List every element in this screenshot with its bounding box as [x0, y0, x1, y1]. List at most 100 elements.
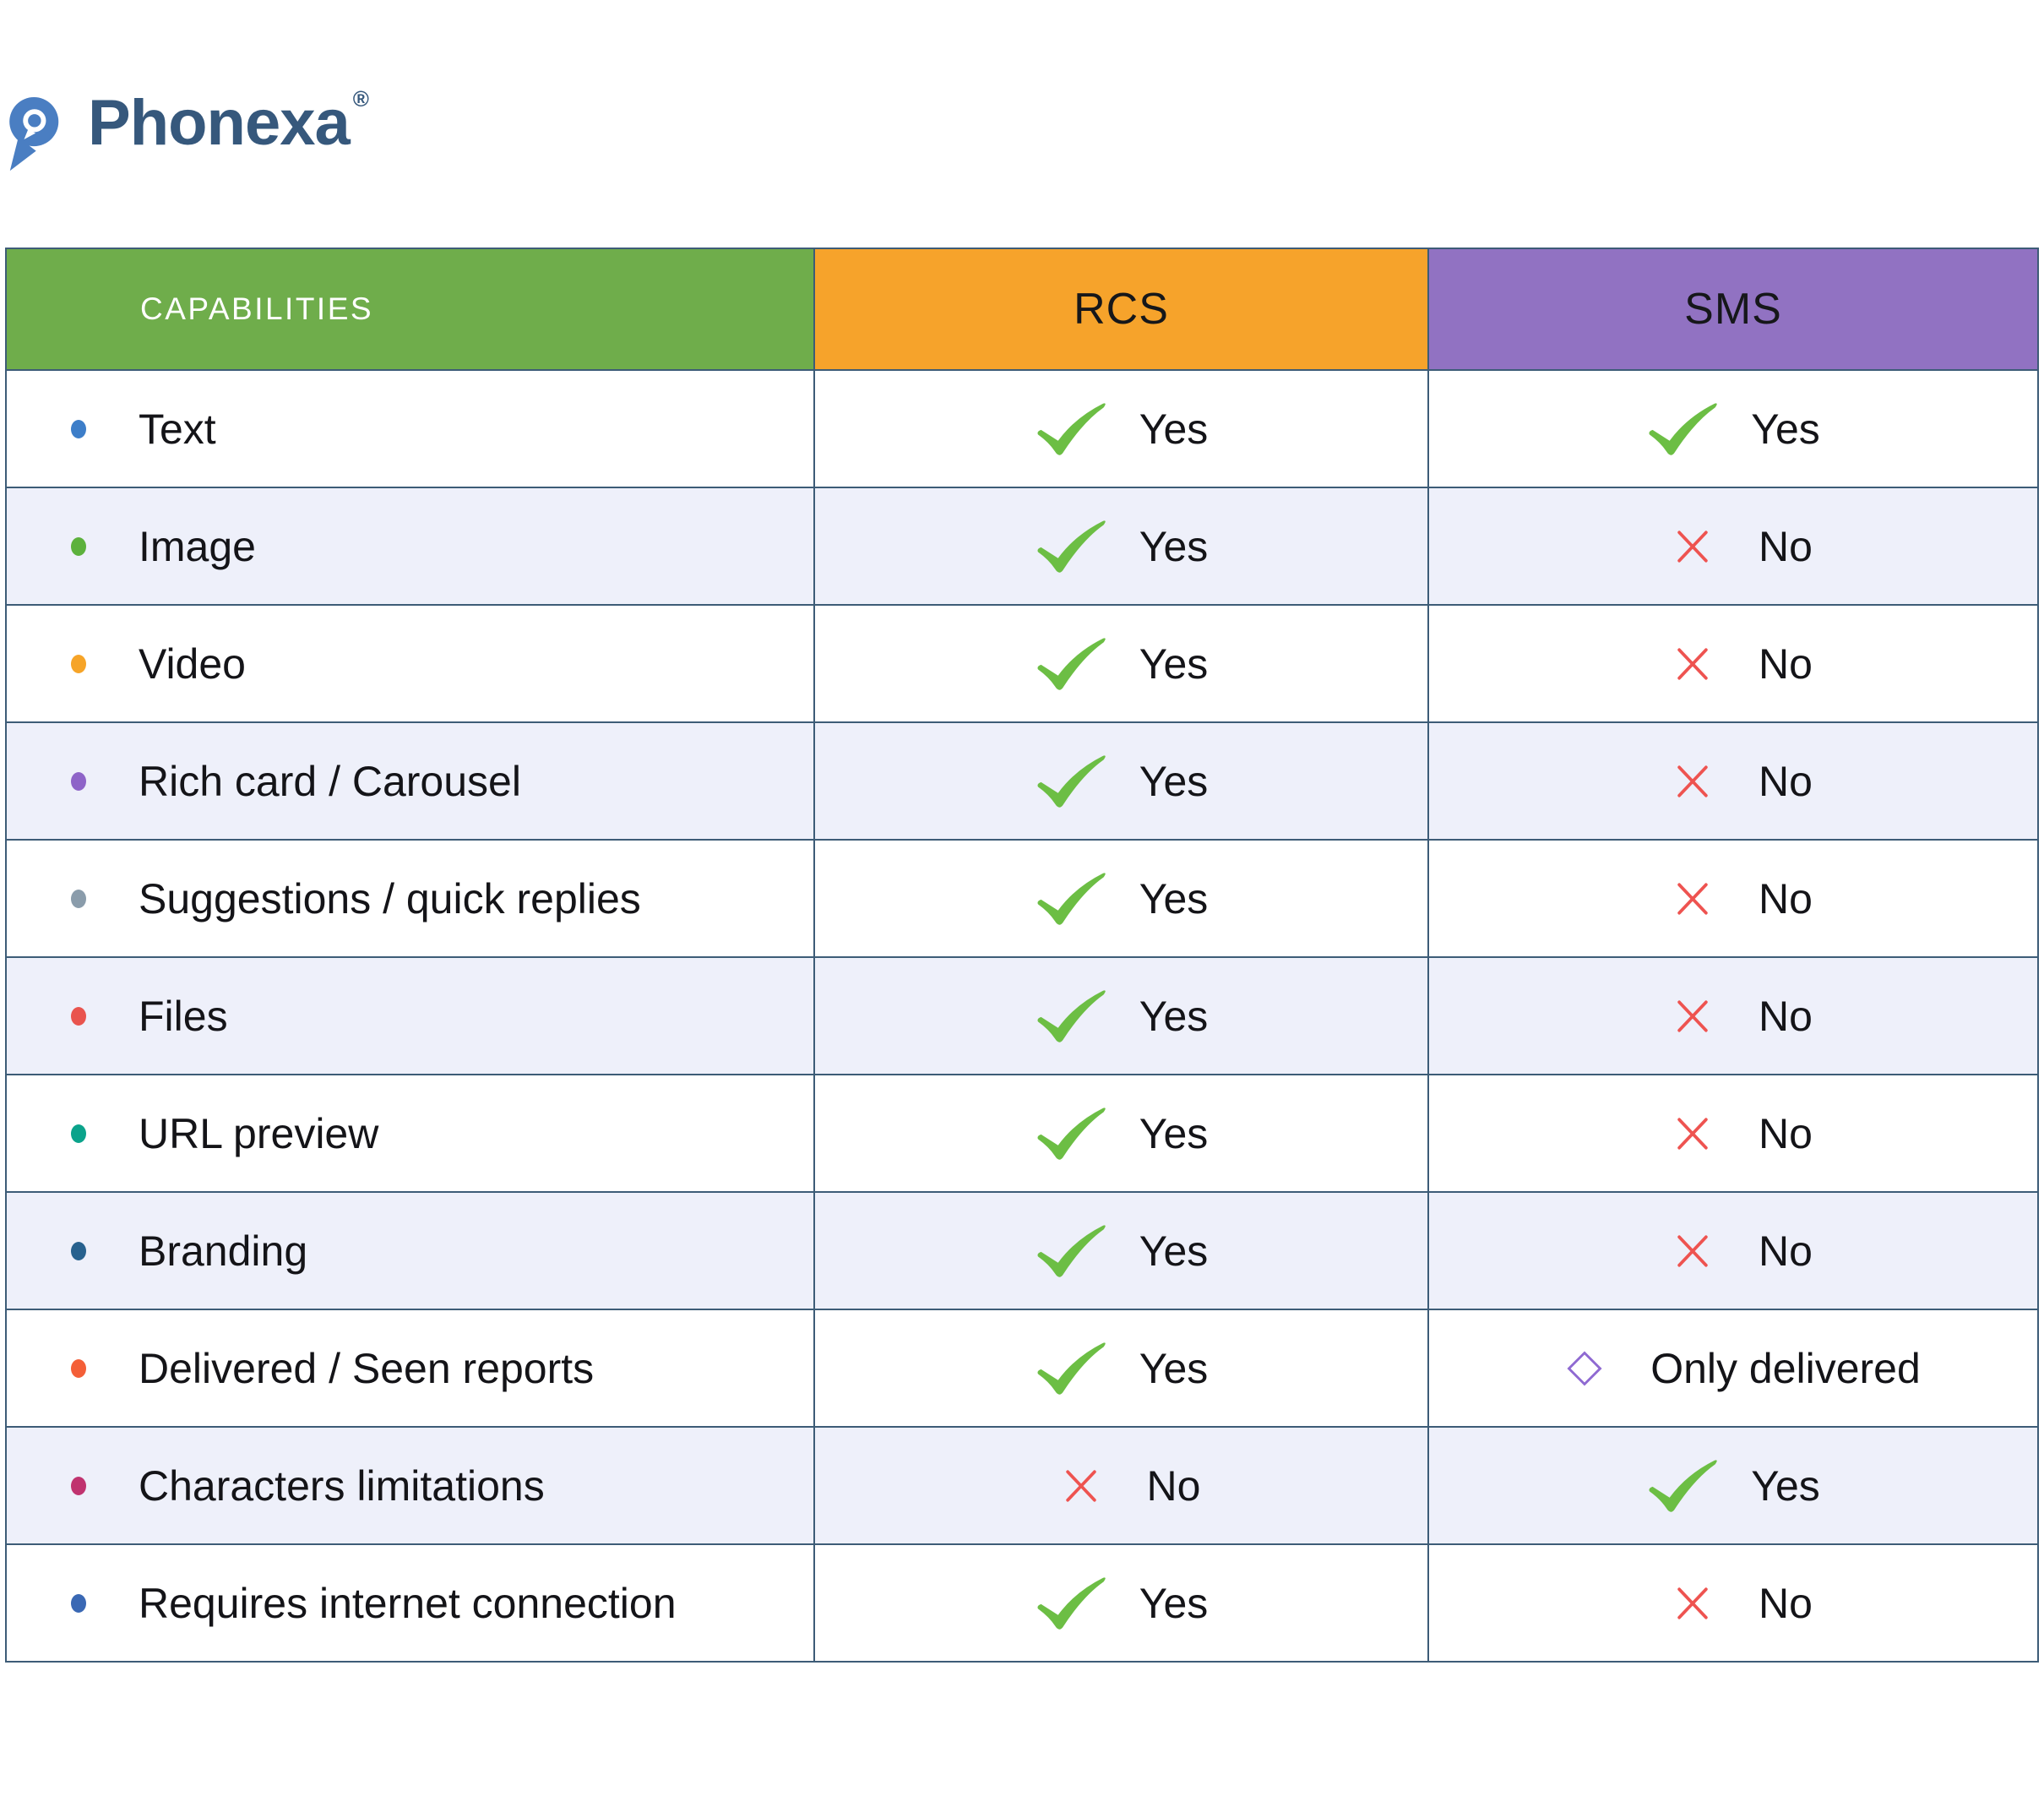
bullet-icon — [71, 1476, 86, 1495]
rcs-cell: Yes — [813, 956, 1427, 1074]
bullet-icon — [71, 1241, 86, 1260]
cross-icon — [1654, 752, 1731, 811]
capability-label: Files — [139, 992, 228, 1040]
rcs-cell: Yes — [813, 487, 1427, 604]
diamond-icon — [1546, 1339, 1623, 1398]
cross-icon — [1042, 1456, 1120, 1516]
rcs-cell: Yes — [813, 369, 1427, 487]
sms-cell: Only delivered — [1427, 1309, 2037, 1426]
check-icon — [1035, 400, 1112, 459]
capability-label: Video — [139, 639, 246, 688]
check-icon — [1035, 1104, 1112, 1163]
capability-label: Rich card / Carousel — [139, 757, 521, 805]
capability-cell: Files — [7, 956, 813, 1074]
check-icon — [1035, 987, 1112, 1046]
cross-icon — [1654, 1222, 1731, 1281]
rcs-value: Yes — [1139, 1109, 1209, 1157]
rcs-value: Yes — [1139, 874, 1209, 922]
brand-word: Phonexa — [88, 87, 351, 159]
bullet-icon — [71, 536, 86, 556]
rcs-cell: Yes — [813, 1074, 1427, 1191]
cross-icon — [1654, 869, 1731, 928]
rcs-cell: Yes — [813, 1191, 1427, 1309]
rcs-cell: Yes — [813, 839, 1427, 956]
bullet-icon — [71, 1593, 86, 1613]
bullet-icon — [71, 1358, 86, 1378]
rcs-value: Yes — [1139, 405, 1209, 453]
bullet-icon — [71, 1124, 86, 1143]
cross-icon — [1654, 987, 1731, 1046]
capability-cell: Suggestions / quick replies — [7, 839, 813, 956]
sms-value: No — [1759, 639, 1813, 688]
sms-value: No — [1759, 757, 1813, 805]
sms-cell: No — [1427, 604, 2037, 721]
rcs-cell: Yes — [813, 721, 1427, 839]
rcs-cell: Yes — [813, 1543, 1427, 1661]
check-icon — [1035, 1574, 1112, 1633]
rcs-cell: No — [813, 1426, 1427, 1543]
registered-trademark: ® — [352, 86, 369, 112]
sms-cell: Yes — [1427, 1426, 2037, 1543]
rcs-value: No — [1146, 1461, 1201, 1510]
bullet-icon — [71, 419, 86, 438]
sms-cell: No — [1427, 487, 2037, 604]
capability-cell: Rich card / Carousel — [7, 721, 813, 839]
capability-label: Text — [139, 405, 216, 453]
sms-cell: No — [1427, 721, 2037, 839]
check-icon — [1035, 1222, 1112, 1281]
rcs-value: Yes — [1139, 1227, 1209, 1275]
capability-cell: URL preview — [7, 1074, 813, 1191]
rcs-value: Yes — [1139, 522, 1209, 570]
capability-label: Requires internet connection — [139, 1579, 677, 1627]
cross-icon — [1654, 1104, 1731, 1163]
capability-label: Characters limitations — [139, 1461, 545, 1510]
sms-cell: No — [1427, 956, 2037, 1074]
capability-label: Suggestions / quick replies — [139, 874, 641, 922]
comparison-table: CAPABILITIES RCS SMS Text Yes Yes Image … — [5, 248, 2039, 1663]
capability-cell: Branding — [7, 1191, 813, 1309]
sms-value: No — [1759, 874, 1813, 922]
capability-cell: Image — [7, 487, 813, 604]
brand-name: Phonexa ® — [88, 73, 369, 174]
sms-value: No — [1759, 522, 1813, 570]
check-icon — [1035, 869, 1112, 928]
sms-cell: Yes — [1427, 369, 2037, 487]
capability-label: Image — [139, 522, 256, 570]
bullet-icon — [71, 1006, 86, 1026]
rcs-value: Yes — [1139, 1579, 1209, 1627]
sms-value: Yes — [1751, 1461, 1820, 1510]
phonexa-logo: Phonexa ® — [7, 73, 369, 179]
capability-cell: Text — [7, 369, 813, 487]
bullet-icon — [71, 889, 86, 908]
rcs-cell: Yes — [813, 604, 1427, 721]
sms-value: Only delivered — [1650, 1344, 1921, 1392]
sms-cell: No — [1427, 1191, 2037, 1309]
sms-value: No — [1759, 1227, 1813, 1275]
cross-icon — [1654, 517, 1731, 576]
column-header-capabilities: CAPABILITIES — [7, 249, 813, 369]
cross-icon — [1654, 634, 1731, 694]
rcs-cell: Yes — [813, 1309, 1427, 1426]
rcs-value: Yes — [1139, 757, 1209, 805]
cross-icon — [1654, 1574, 1731, 1633]
speech-bubble-pin-shape — [9, 97, 59, 171]
capability-label: URL preview — [139, 1109, 379, 1157]
capability-label: Delivered / Seen reports — [139, 1344, 595, 1392]
check-icon — [1035, 1339, 1112, 1398]
capability-cell: Characters limitations — [7, 1426, 813, 1543]
capability-cell: Video — [7, 604, 813, 721]
check-icon — [1035, 752, 1112, 811]
check-icon — [1646, 400, 1724, 459]
sms-value: No — [1759, 992, 1813, 1040]
bullet-icon — [71, 771, 86, 791]
capability-cell: Requires internet connection — [7, 1543, 813, 1661]
capability-label: Branding — [139, 1227, 308, 1275]
sms-value: No — [1759, 1579, 1813, 1627]
bullet-icon — [71, 654, 86, 673]
sms-value: No — [1759, 1109, 1813, 1157]
rcs-value: Yes — [1139, 639, 1209, 688]
rcs-value: Yes — [1139, 992, 1209, 1040]
sms-cell: No — [1427, 1543, 2037, 1661]
column-header-rcs: RCS — [813, 249, 1427, 369]
